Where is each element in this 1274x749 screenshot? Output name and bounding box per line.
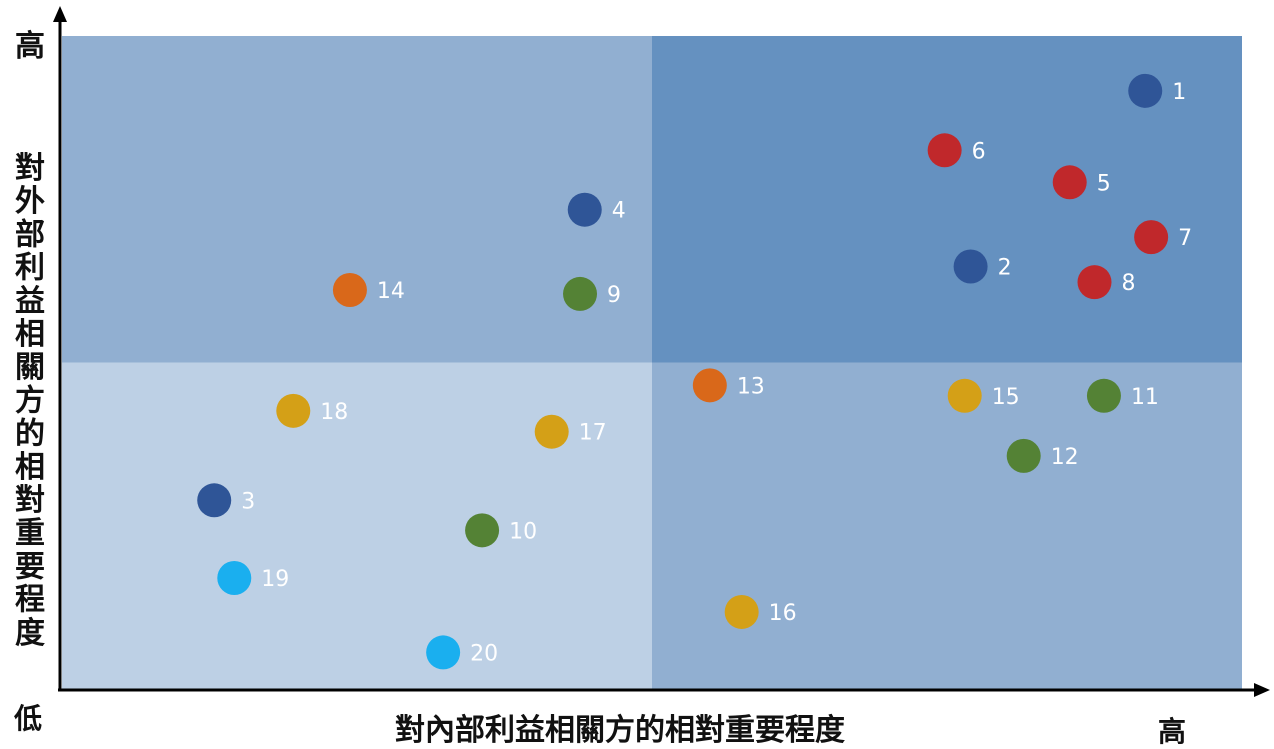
- data-point-19: [217, 560, 252, 595]
- origin-low-label: 低: [13, 702, 42, 735]
- data-label-17: 17: [579, 421, 607, 446]
- data-label-3: 3: [241, 489, 255, 514]
- data-label-20: 20: [470, 641, 498, 666]
- data-point-7: [1134, 220, 1169, 255]
- data-point-9: [563, 276, 598, 311]
- x-axis-title: 對內部利益相關方的相對重要程度: [395, 713, 845, 748]
- data-label-16: 16: [769, 601, 797, 626]
- data-label-5: 5: [1097, 171, 1111, 196]
- data-label-1: 1: [1172, 80, 1186, 105]
- data-point-10: [465, 513, 500, 548]
- data-label-6: 6: [972, 139, 986, 164]
- data-point-18: [276, 393, 311, 428]
- axes: [53, 6, 1270, 697]
- x-axis-arrow: [1254, 683, 1270, 697]
- data-point-2: [953, 249, 988, 284]
- data-label-15: 15: [992, 385, 1020, 410]
- data-point-5: [1052, 165, 1087, 200]
- data-point-16: [724, 594, 759, 629]
- data-label-4: 4: [612, 199, 626, 224]
- data-point-15: [947, 378, 982, 413]
- data-label-2: 2: [998, 256, 1012, 281]
- data-point-11: [1086, 378, 1121, 413]
- data-point-4: [567, 192, 602, 227]
- x-axis-high-label: 高: [1158, 715, 1186, 748]
- data-point-20: [426, 635, 461, 670]
- data-label-7: 7: [1178, 226, 1192, 251]
- data-point-1: [1128, 73, 1163, 108]
- quadrant-bottom-left: [62, 362, 652, 689]
- quadrant-top-left: [62, 36, 652, 363]
- data-label-12: 12: [1051, 445, 1079, 470]
- data-point-17: [534, 414, 569, 449]
- data-label-18: 18: [320, 400, 348, 425]
- quadrant-bottom-right: [652, 362, 1242, 689]
- y-axis-high-label: 高: [15, 29, 45, 64]
- data-point-13: [692, 368, 727, 403]
- data-point-6: [927, 133, 962, 168]
- y-axis-title: 對外部利益相關方的相對重要程度: [15, 151, 45, 651]
- data-label-13: 13: [737, 374, 765, 399]
- data-point-3: [197, 483, 232, 518]
- y-axis-arrow: [53, 6, 67, 22]
- data-label-9: 9: [607, 283, 621, 308]
- data-label-14: 14: [377, 279, 405, 304]
- data-point-14: [332, 273, 367, 308]
- data-label-8: 8: [1122, 271, 1136, 296]
- data-point-8: [1077, 265, 1112, 300]
- data-point-12: [1006, 438, 1041, 473]
- data-label-11: 11: [1131, 385, 1159, 410]
- data-label-10: 10: [509, 519, 537, 544]
- data-label-19: 19: [261, 567, 289, 592]
